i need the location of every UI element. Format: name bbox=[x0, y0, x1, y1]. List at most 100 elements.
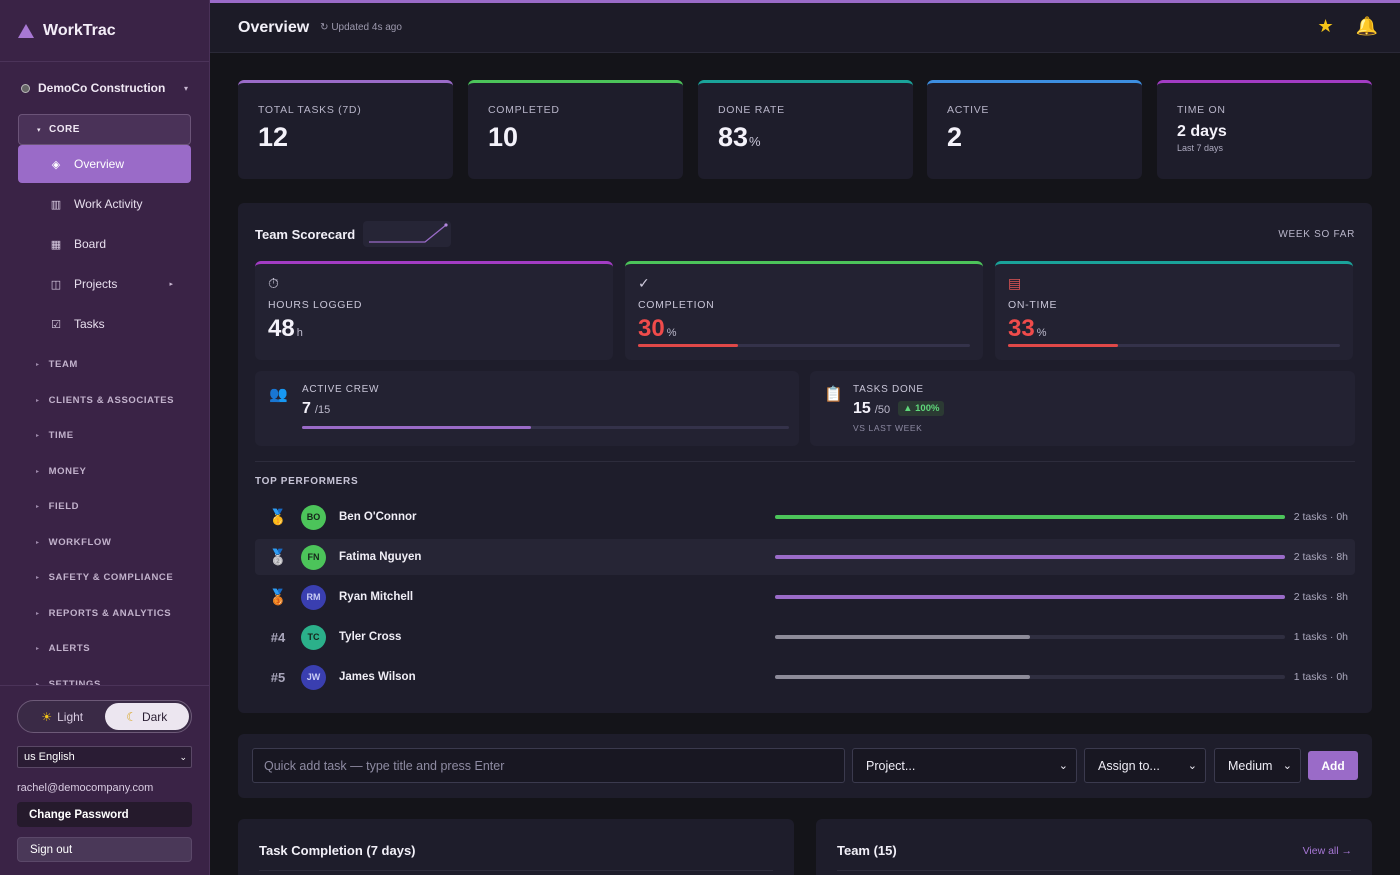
metric-sub: VS LAST WEEK bbox=[853, 423, 923, 433]
moon-icon: ☾ bbox=[126, 709, 137, 724]
chevron-right-icon: ▸ bbox=[36, 539, 40, 546]
kpi-label: ACTIVE bbox=[947, 104, 990, 116]
divider bbox=[837, 870, 1351, 871]
kpi-label: TOTAL TASKS (7D) bbox=[258, 104, 362, 116]
assignee-select[interactable]: Assign to... ⌄ bbox=[1084, 748, 1206, 783]
performer-row[interactable]: 🥉 RM Ryan Mitchell 2 tasks · 8h bbox=[255, 579, 1355, 615]
sidebar-footer: ☀ Light ☾ Dark us English ⌄ rachel@democ… bbox=[0, 685, 209, 875]
nav-section-settings[interactable]: ▸ SETTINGS bbox=[0, 667, 209, 703]
updated-status: ↻ Updated 4s ago bbox=[320, 22, 402, 33]
theme-light-option[interactable]: ☀ Light bbox=[20, 703, 105, 730]
project-select[interactable]: Project... ⌄ bbox=[852, 748, 1077, 783]
priority-select[interactable]: Medium ⌄ bbox=[1214, 748, 1301, 783]
nav-section-time[interactable]: ▸ TIME bbox=[0, 418, 209, 454]
kpi-done-rate: DONE RATE 83% bbox=[698, 80, 913, 179]
performer-row[interactable]: #5 JW James Wilson 1 tasks · 0h bbox=[255, 659, 1355, 695]
calendar-icon: ▤ bbox=[1008, 275, 1022, 291]
metric-value: 7/15 bbox=[302, 400, 331, 417]
nav-section-reports[interactable]: ▸ REPORTS & ANALYTICS bbox=[0, 596, 209, 632]
team-scorecard: Team Scorecard WEEK SO FAR ⏱ HOURS LOGGE… bbox=[238, 203, 1372, 713]
performer-stat: 2 tasks · 0h bbox=[1293, 511, 1348, 523]
theme-dark-option[interactable]: ☾ Dark bbox=[104, 703, 189, 730]
progress-fill bbox=[775, 555, 1285, 559]
nav-section-team[interactable]: ▸ TEAM bbox=[0, 347, 209, 383]
change-badge: ▲ 100% bbox=[898, 401, 945, 416]
nav-section-field[interactable]: ▸ FIELD bbox=[0, 489, 209, 525]
org-switcher[interactable]: DemoCo Construction ▾ bbox=[0, 62, 209, 114]
medal-icon: 🥈 bbox=[268, 549, 288, 566]
sidebar-item-board[interactable]: ▦ Board bbox=[18, 225, 191, 263]
app-name: WorkTrac bbox=[43, 21, 116, 39]
kpi-value: 83% bbox=[718, 122, 761, 152]
metric-value: 15/50 ▲ 100% bbox=[853, 400, 945, 418]
chevron-right-icon: ▸ bbox=[36, 362, 40, 369]
chevron-right-icon: ▸ bbox=[36, 397, 40, 404]
sidebar-item-label: Board bbox=[74, 237, 107, 251]
check-icon: ✓ bbox=[638, 275, 650, 291]
progress-fill bbox=[775, 515, 1285, 519]
language-value: us English bbox=[24, 751, 75, 763]
nav-section-label: MONEY bbox=[48, 465, 87, 477]
topbar: Overview ↻ Updated 4s ago ★ 🔔 bbox=[210, 3, 1400, 53]
kpi-active: ACTIVE 2 bbox=[927, 80, 1142, 179]
brand[interactable]: WorkTrac bbox=[0, 0, 209, 62]
nav-section-label: ALERTS bbox=[48, 643, 91, 655]
logo-icon bbox=[18, 23, 34, 38]
metric-value: 33% bbox=[1008, 315, 1047, 342]
metric-completion: ✓ COMPLETION 30% bbox=[625, 261, 983, 360]
kpi-value: 2 bbox=[947, 122, 963, 152]
sign-out-button[interactable]: Sign out bbox=[17, 837, 192, 862]
kpi-completed: COMPLETED 10 bbox=[468, 80, 683, 179]
star-icon[interactable]: ★ bbox=[1317, 16, 1334, 36]
performer-row[interactable]: #4 TC Tyler Cross 1 tasks · 0h bbox=[255, 619, 1355, 655]
nav-section-safety[interactable]: ▸ SAFETY & COMPLIANCE bbox=[0, 560, 209, 596]
language-select[interactable]: us English ⌄ bbox=[17, 746, 192, 768]
project-select-value: Project... bbox=[866, 758, 916, 773]
metric-label: HOURS LOGGED bbox=[268, 299, 363, 311]
view-all-link[interactable]: View all → bbox=[1302, 845, 1352, 857]
avatar: FN bbox=[301, 544, 326, 570]
sidebar-item-tasks[interactable]: ☑ Tasks bbox=[18, 305, 191, 343]
nav-section-label: TIME bbox=[48, 430, 74, 442]
accent-line bbox=[210, 0, 1400, 3]
avatar: RM bbox=[301, 584, 326, 610]
performer-stat: 1 tasks · 0h bbox=[1293, 631, 1348, 643]
progress-fill bbox=[638, 344, 738, 347]
org-status-icon bbox=[21, 83, 30, 93]
crew-progress bbox=[302, 426, 789, 429]
nav-section-money[interactable]: ▸ MONEY bbox=[0, 454, 209, 490]
medal-icon: 🥉 bbox=[268, 589, 288, 606]
nav-section-core[interactable]: ▾ CORE bbox=[18, 114, 191, 145]
performer-progress bbox=[775, 635, 1285, 639]
sparkline-icon bbox=[363, 221, 451, 247]
add-task-button[interactable]: Add bbox=[1308, 751, 1358, 780]
sidebar-item-overview[interactable]: ◈ Overview bbox=[18, 145, 191, 183]
performer-stat: 1 tasks · 0h bbox=[1293, 671, 1348, 683]
sidebar-item-work-activity[interactable]: ▥ Work Activity bbox=[18, 185, 191, 223]
performer-name: Ben O'Connor bbox=[339, 511, 417, 523]
bell-icon[interactable]: 🔔 bbox=[1355, 16, 1378, 36]
performer-name: James Wilson bbox=[339, 671, 416, 683]
kpi-label: DONE RATE bbox=[718, 104, 785, 116]
quick-add-input[interactable]: Quick add task — type title and press En… bbox=[252, 748, 845, 783]
kpi-value: 12 bbox=[258, 122, 289, 152]
theme-toggle[interactable]: ☀ Light ☾ Dark bbox=[17, 700, 192, 733]
avatar: JW bbox=[301, 664, 326, 690]
chevron-right-icon: ▸ bbox=[36, 610, 40, 617]
nav-section-clients[interactable]: ▸ CLIENTS & ASSOCIATES bbox=[0, 383, 209, 419]
clipboard-icon: 📋 bbox=[824, 386, 843, 403]
nav-section-label: WORKFLOW bbox=[48, 536, 112, 548]
progress-fill bbox=[302, 426, 531, 429]
metric-hours-logged: ⏱ HOURS LOGGED 48 h bbox=[255, 261, 613, 360]
performer-row[interactable]: 🥇 BO Ben O'Connor 2 tasks · 0h bbox=[255, 499, 1355, 535]
scorecard-period: WEEK SO FAR bbox=[1278, 229, 1355, 240]
sidebar-item-projects[interactable]: ◫ Projects ▸ bbox=[18, 265, 191, 303]
performer-row[interactable]: 🥈 FN Fatima Nguyen 2 tasks · 8h bbox=[255, 539, 1355, 575]
chevron-down-icon: ⌄ bbox=[1187, 760, 1197, 772]
page-title: Overview bbox=[238, 18, 310, 36]
nav-section-alerts[interactable]: ▸ ALERTS bbox=[0, 631, 209, 667]
chevron-down-icon: ▾ bbox=[183, 83, 188, 93]
chevron-right-icon: ▸ bbox=[36, 468, 40, 475]
change-password-button[interactable]: Change Password bbox=[17, 802, 192, 827]
nav-section-workflow[interactable]: ▸ WORKFLOW bbox=[0, 525, 209, 561]
